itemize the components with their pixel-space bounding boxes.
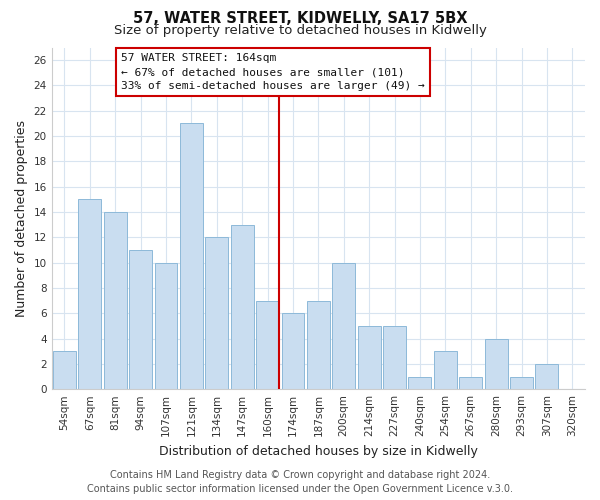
X-axis label: Distribution of detached houses by size in Kidwelly: Distribution of detached houses by size … bbox=[159, 444, 478, 458]
Bar bbox=[383, 326, 406, 389]
Y-axis label: Number of detached properties: Number of detached properties bbox=[15, 120, 28, 317]
Bar bbox=[281, 314, 304, 389]
Bar bbox=[307, 300, 330, 389]
Bar bbox=[205, 238, 228, 389]
Bar bbox=[510, 376, 533, 389]
Bar bbox=[155, 262, 178, 389]
Text: 57 WATER STREET: 164sqm
← 67% of detached houses are smaller (101)
33% of semi-d: 57 WATER STREET: 164sqm ← 67% of detache… bbox=[121, 52, 425, 92]
Bar bbox=[129, 250, 152, 389]
Bar bbox=[53, 351, 76, 389]
Text: Size of property relative to detached houses in Kidwelly: Size of property relative to detached ho… bbox=[113, 24, 487, 37]
Bar bbox=[535, 364, 559, 389]
Bar bbox=[358, 326, 380, 389]
Bar bbox=[104, 212, 127, 389]
Bar bbox=[459, 376, 482, 389]
Text: Contains HM Land Registry data © Crown copyright and database right 2024.
Contai: Contains HM Land Registry data © Crown c… bbox=[87, 470, 513, 494]
Bar bbox=[231, 224, 254, 389]
Bar bbox=[332, 262, 355, 389]
Bar bbox=[180, 124, 203, 389]
Bar bbox=[256, 300, 279, 389]
Bar bbox=[409, 376, 431, 389]
Bar bbox=[485, 338, 508, 389]
Text: 57, WATER STREET, KIDWELLY, SA17 5BX: 57, WATER STREET, KIDWELLY, SA17 5BX bbox=[133, 11, 467, 26]
Bar bbox=[434, 351, 457, 389]
Bar bbox=[79, 200, 101, 389]
